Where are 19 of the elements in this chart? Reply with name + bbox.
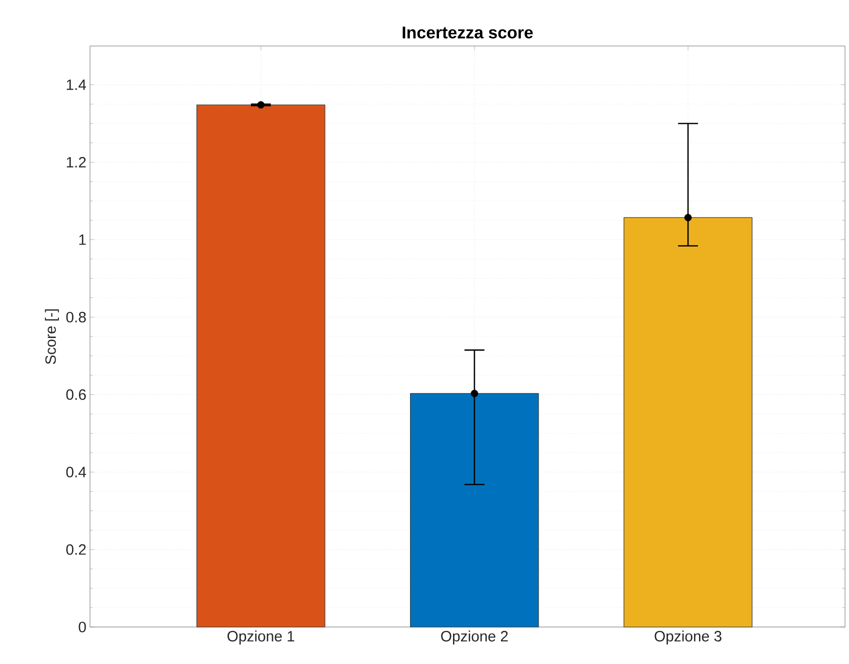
y-tick-label: 0 <box>78 622 86 632</box>
y-tick-label: 1.4 <box>66 80 86 90</box>
bar <box>410 393 539 628</box>
point <box>470 390 478 398</box>
y-axis-title: Score [-] <box>44 309 59 364</box>
chart-title: Incertezza score <box>402 26 533 38</box>
x-tick-label: Opzione 3 <box>654 630 722 644</box>
bar <box>624 217 752 628</box>
y-tick-label: 1 <box>79 234 86 245</box>
point <box>257 101 265 109</box>
y-tick-label: 0.4 <box>66 466 86 478</box>
y-tick-label: 0.2 <box>66 544 86 555</box>
y-tick-label: 0.6 <box>66 389 86 400</box>
point <box>684 214 692 222</box>
x-tick-label: Opzione 1 <box>228 630 294 644</box>
x-tick-label: Opzione 2 <box>441 630 508 644</box>
y-tick-label: 1.2 <box>66 156 86 168</box>
bar <box>196 104 326 628</box>
y-tick-label: 0.8 <box>66 312 86 322</box>
